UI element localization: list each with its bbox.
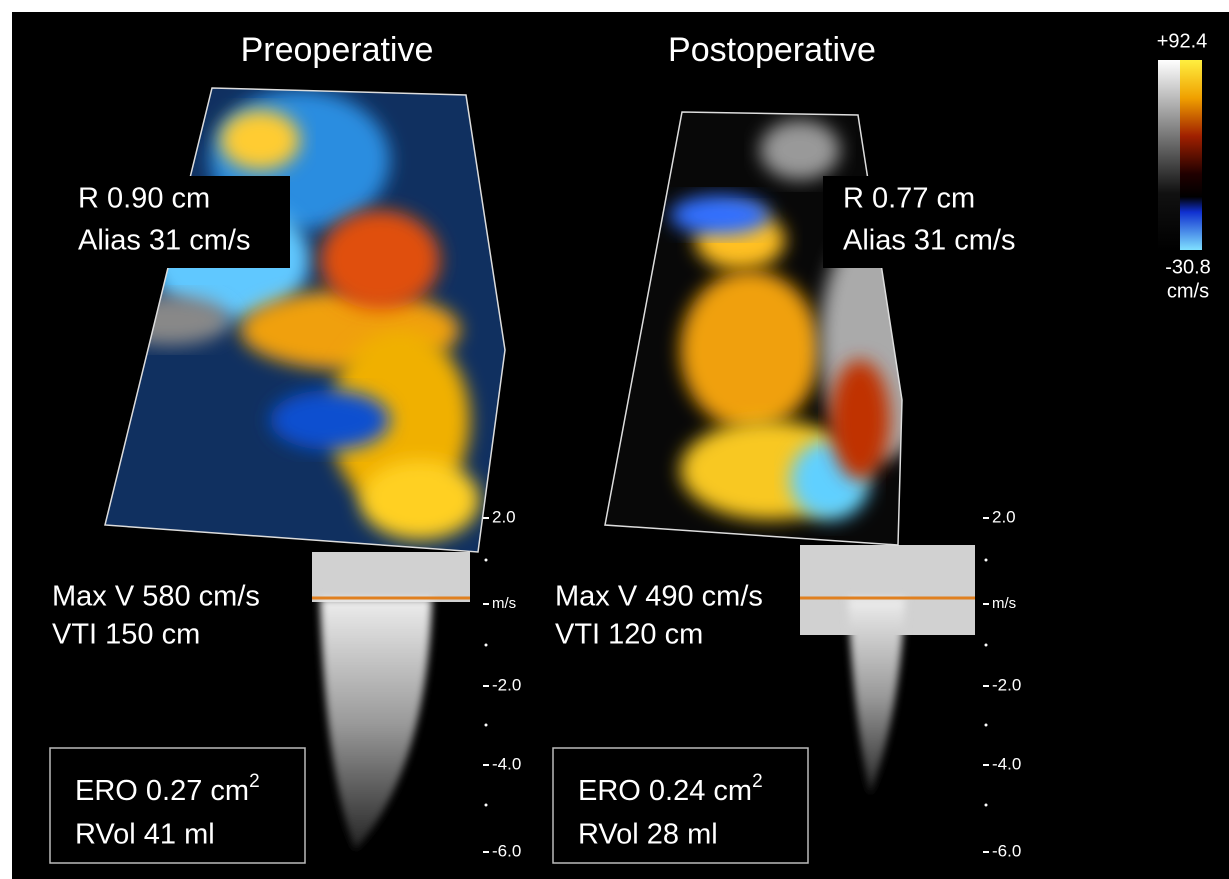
scale-label: -2.0 bbox=[992, 675, 1021, 694]
ero-exponent: 2 bbox=[752, 771, 763, 792]
scale-dot bbox=[984, 558, 988, 562]
radius-label: R 0.90 cm bbox=[78, 183, 210, 215]
flow-blob bbox=[830, 360, 890, 480]
flow-blob bbox=[670, 195, 770, 235]
doppler-label-box bbox=[547, 574, 800, 656]
color-bar-min: -30.8 bbox=[1165, 256, 1211, 278]
flow-blob bbox=[680, 270, 820, 430]
flow-blob bbox=[760, 120, 840, 180]
scale-label: -6.0 bbox=[492, 841, 521, 860]
sector-outline bbox=[604, 111, 903, 546]
scale-label: -4.0 bbox=[492, 754, 521, 773]
color-bar-gray bbox=[1158, 60, 1180, 250]
flow-label-box bbox=[823, 176, 1063, 268]
vti: VTI 150 cm bbox=[52, 619, 200, 651]
scale-label: -6.0 bbox=[992, 841, 1021, 860]
scale-dot bbox=[484, 803, 488, 807]
scale-label: -4.0 bbox=[992, 754, 1021, 773]
scale-label: m/s bbox=[492, 595, 516, 612]
panel-title: Preoperative bbox=[241, 31, 434, 69]
doppler-label-box bbox=[44, 574, 312, 656]
color-flow bbox=[605, 112, 902, 545]
doppler-envelope bbox=[320, 598, 432, 850]
vti: VTI 120 cm bbox=[555, 619, 703, 651]
scale-label: 2.0 bbox=[492, 507, 516, 526]
scale-label: 2.0 bbox=[992, 507, 1016, 526]
doppler-band bbox=[312, 552, 470, 602]
flow-blob bbox=[270, 390, 390, 450]
color-bar-max: +92.4 bbox=[1157, 30, 1208, 52]
alias-label: Alias 31 cm/s bbox=[78, 225, 250, 257]
color-bar-unit: cm/s bbox=[1167, 280, 1209, 302]
panel: R 0.77 cm Alias 31 cm/s Postoperative Max V… bbox=[547, 31, 1063, 864]
ero-text: ERO 0.24 cm bbox=[578, 775, 752, 807]
ero-label: ERO 0.24 cm2 bbox=[578, 771, 763, 807]
max-velocity: Max V 490 cm/s bbox=[555, 581, 763, 613]
flow-blob bbox=[360, 460, 480, 540]
scale-dot bbox=[484, 643, 488, 647]
scale-label: m/s bbox=[992, 595, 1016, 612]
panel-title: Postoperative bbox=[668, 31, 876, 69]
scale-dot bbox=[984, 803, 988, 807]
doppler-envelope bbox=[848, 598, 905, 795]
alias-label: Alias 31 cm/s bbox=[843, 225, 1015, 257]
radius-label: R 0.77 cm bbox=[843, 183, 975, 215]
rvol-label: RVol 41 ml bbox=[75, 819, 215, 851]
color-bar-color bbox=[1180, 60, 1202, 250]
result-box bbox=[552, 747, 809, 864]
scale-dot bbox=[984, 643, 988, 647]
ero-text: ERO 0.27 cm bbox=[75, 775, 249, 807]
flow-blob bbox=[220, 110, 300, 170]
ero-label: ERO 0.27 cm2 bbox=[75, 771, 260, 807]
rvol-label: RVol 28 ml bbox=[578, 819, 718, 851]
scale-dot bbox=[484, 558, 488, 562]
panel: R 0.90 cm Alias 31 cm/s Preoperative Max V … bbox=[44, 31, 521, 864]
flow-label-box bbox=[58, 176, 290, 268]
ero-exponent: 2 bbox=[249, 771, 260, 792]
result-box bbox=[49, 747, 306, 864]
flow-blob bbox=[320, 210, 440, 310]
scale-dot bbox=[484, 723, 488, 727]
sector-outline bbox=[104, 87, 506, 553]
scale-label: -2.0 bbox=[492, 675, 521, 694]
max-velocity: Max V 580 cm/s bbox=[52, 581, 260, 613]
scale-dot bbox=[984, 723, 988, 727]
